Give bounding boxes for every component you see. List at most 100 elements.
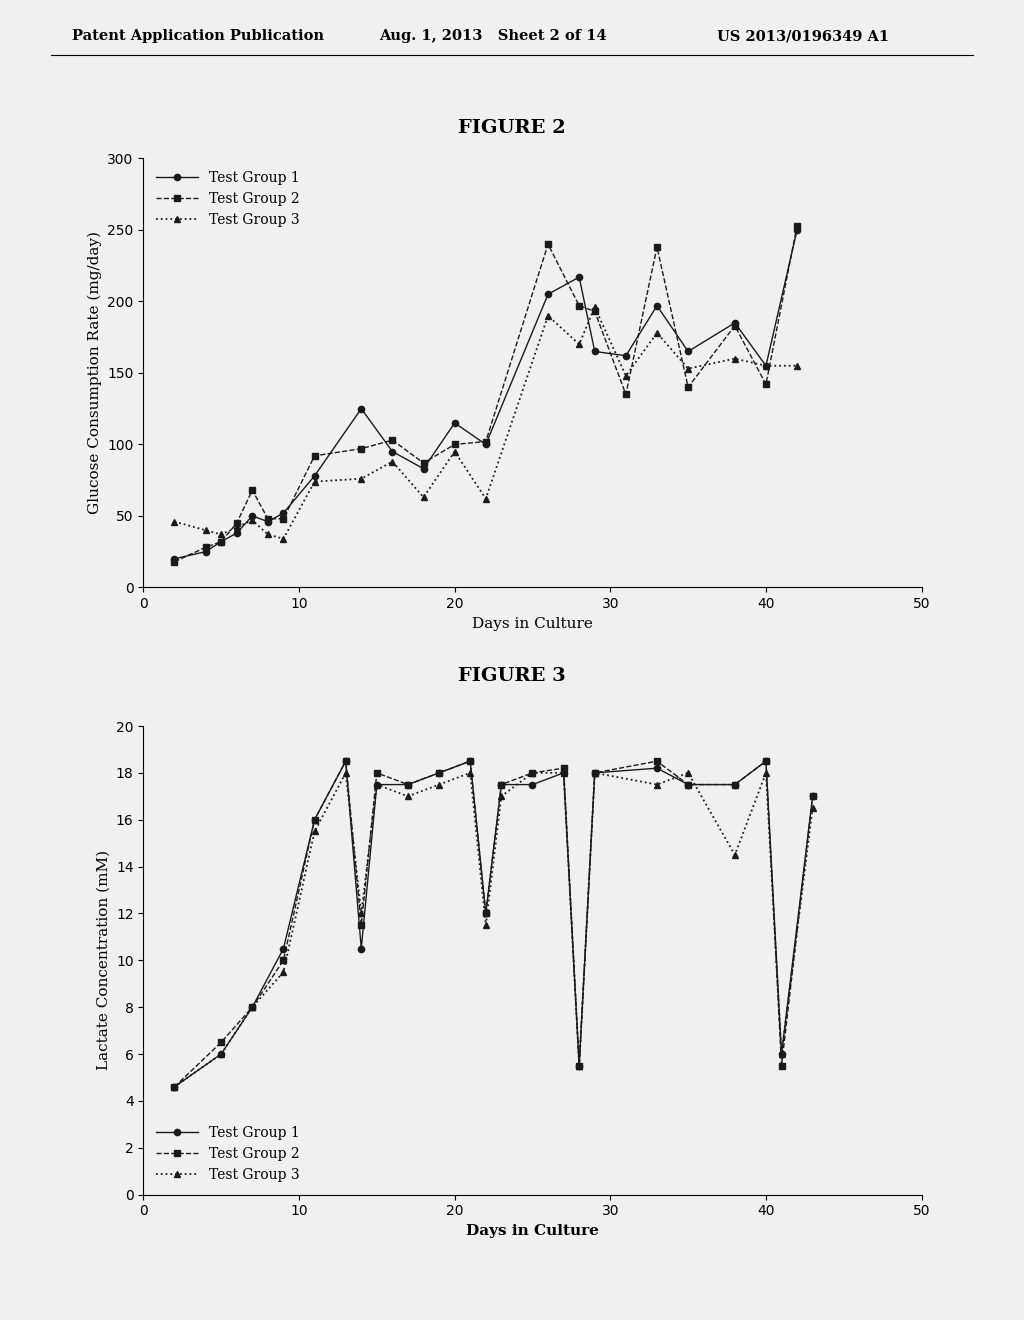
Test Group 2 (418, 455, 430, 471)
Test Group 3 (371, 776, 383, 792)
Test Group 3 (526, 766, 539, 781)
Test Group 2 (464, 754, 476, 770)
Test Group 2 (526, 766, 539, 781)
Test Group 2 (355, 917, 368, 933)
Test Group 2 (449, 437, 461, 453)
Test Group 3 (729, 351, 741, 367)
Test Group 3 (573, 1057, 586, 1073)
Test Group 3 (355, 906, 368, 921)
Test Group 1 (557, 766, 569, 781)
Test Group 3 (230, 519, 243, 536)
Line: Test Group 1: Test Group 1 (171, 758, 816, 1090)
Test Group 2 (573, 298, 586, 314)
Test Group 3 (215, 527, 227, 543)
Test Group 3 (729, 847, 741, 863)
Test Group 1 (620, 347, 632, 363)
Test Group 1 (760, 754, 772, 770)
Test Group 1 (542, 286, 554, 302)
Test Group 1 (464, 754, 476, 770)
Test Group 3 (682, 766, 694, 781)
Test Group 3 (557, 766, 569, 781)
Test Group 1 (479, 437, 492, 453)
Test Group 1 (230, 525, 243, 541)
Test Group 1 (278, 941, 290, 957)
Test Group 2 (433, 766, 445, 781)
Test Group 3 (308, 474, 321, 490)
Test Group 1 (246, 999, 258, 1015)
Test Group 1 (651, 760, 664, 776)
Test Group 3 (449, 444, 461, 459)
Text: FIGURE 3: FIGURE 3 (458, 667, 566, 685)
Test Group 2 (775, 1057, 787, 1073)
Test Group 2 (200, 540, 212, 556)
Text: Aug. 1, 2013   Sheet 2 of 14: Aug. 1, 2013 Sheet 2 of 14 (379, 29, 606, 44)
Test Group 1 (682, 776, 694, 792)
Test Group 2 (246, 482, 258, 498)
Test Group 2 (401, 776, 414, 792)
Test Group 3 (340, 766, 352, 781)
Test Group 3 (479, 491, 492, 507)
Test Group 3 (355, 471, 368, 487)
Test Group 3 (573, 337, 586, 352)
Test Group 1 (807, 788, 819, 804)
Test Group 3 (278, 964, 290, 979)
Test Group 3 (215, 1045, 227, 1061)
Test Group 2 (557, 760, 569, 776)
Test Group 1 (433, 766, 445, 781)
Test Group 1 (760, 358, 772, 374)
Test Group 2 (760, 376, 772, 392)
Test Group 3 (760, 766, 772, 781)
Test Group 1 (386, 444, 398, 459)
Test Group 1 (308, 467, 321, 483)
Y-axis label: Glucose Consumption Rate (mg/day): Glucose Consumption Rate (mg/day) (87, 231, 101, 515)
Test Group 1 (496, 776, 508, 792)
Test Group 2 (791, 218, 803, 234)
Line: Test Group 1: Test Group 1 (171, 227, 800, 562)
Test Group 1 (449, 414, 461, 430)
Test Group 2 (542, 236, 554, 252)
Text: US 2013/0196349 A1: US 2013/0196349 A1 (717, 29, 889, 44)
Test Group 2 (262, 511, 274, 527)
Test Group 1 (775, 1045, 787, 1061)
Test Group 1 (355, 941, 368, 957)
Test Group 3 (278, 531, 290, 546)
Test Group 3 (791, 358, 803, 374)
Test Group 1 (729, 315, 741, 331)
Line: Test Group 2: Test Group 2 (171, 758, 816, 1090)
Test Group 2 (340, 754, 352, 770)
Test Group 1 (371, 776, 383, 792)
Test Group 1 (262, 513, 274, 529)
Test Group 2 (479, 433, 492, 449)
Test Group 3 (775, 1045, 787, 1061)
Test Group 3 (682, 360, 694, 376)
Test Group 2 (168, 554, 180, 570)
Test Group 1 (682, 343, 694, 359)
Test Group 3 (760, 358, 772, 374)
Test Group 2 (479, 906, 492, 921)
Test Group 1 (340, 754, 352, 770)
Test Group 1 (729, 776, 741, 792)
Test Group 1 (573, 269, 586, 285)
Test Group 3 (246, 999, 258, 1015)
Test Group 3 (496, 788, 508, 804)
Legend: Test Group 1, Test Group 2, Test Group 3: Test Group 1, Test Group 2, Test Group 3 (151, 165, 305, 232)
Text: FIGURE 2: FIGURE 2 (458, 119, 566, 137)
Test Group 3 (651, 776, 664, 792)
Test Group 2 (729, 318, 741, 334)
Test Group 3 (589, 766, 601, 781)
Test Group 2 (386, 432, 398, 447)
Line: Test Group 3: Test Group 3 (171, 304, 800, 543)
Test Group 2 (246, 999, 258, 1015)
Test Group 3 (651, 325, 664, 341)
Test Group 2 (589, 766, 601, 781)
Test Group 3 (200, 523, 212, 539)
Test Group 2 (215, 533, 227, 549)
Test Group 2 (168, 1078, 180, 1094)
Test Group 2 (230, 515, 243, 531)
Test Group 3 (542, 308, 554, 323)
Text: Patent Application Publication: Patent Application Publication (72, 29, 324, 44)
Test Group 2 (682, 776, 694, 792)
Test Group 3 (401, 788, 414, 804)
Test Group 1 (479, 906, 492, 921)
Test Group 2 (807, 788, 819, 804)
